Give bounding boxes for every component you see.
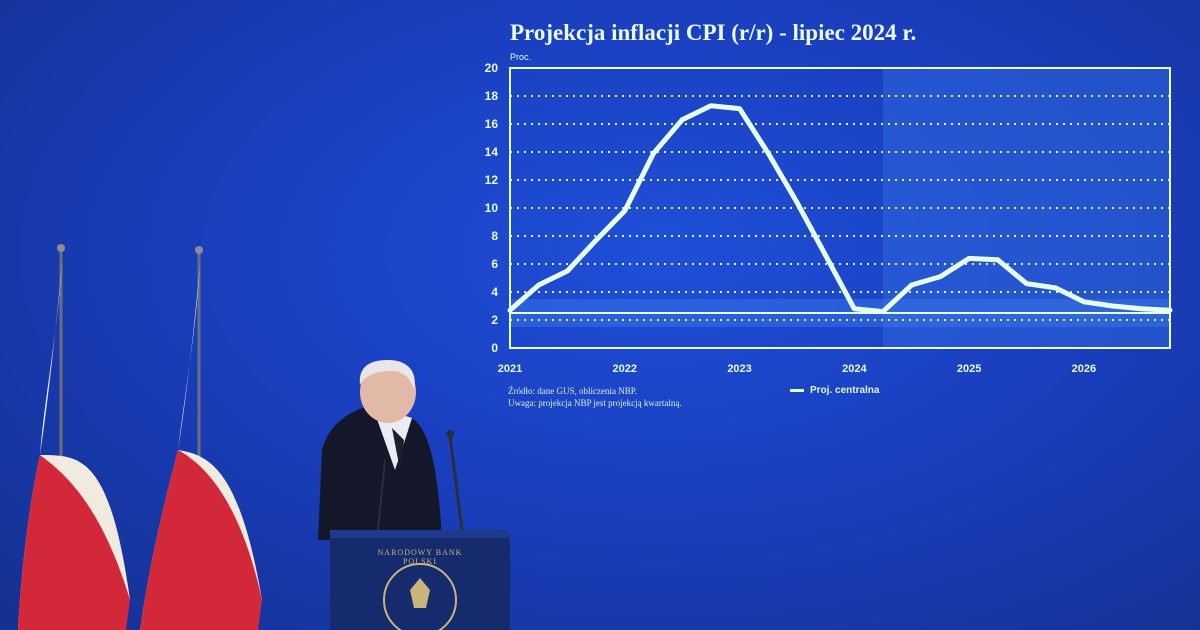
data-point [881, 310, 885, 314]
x-tick-label: 2024 [842, 363, 867, 375]
y-tick-label: 12 [485, 173, 499, 187]
data-point [852, 307, 856, 311]
y-tick-label: 18 [485, 89, 499, 103]
data-point [1025, 282, 1029, 286]
data-point [709, 104, 713, 108]
y-tick-label: 4 [491, 285, 498, 299]
chart-legend: Proj. centralna [790, 385, 879, 396]
data-point [766, 151, 770, 155]
data-point [738, 107, 742, 111]
data-point [537, 283, 541, 287]
y-tick-label: 2 [491, 313, 498, 327]
y-tick-label: 14 [485, 145, 499, 159]
data-point [824, 254, 828, 258]
y-axis-label: Proc. [510, 52, 531, 62]
x-tick-label: 2022 [613, 363, 637, 375]
y-tick-label: 0 [491, 341, 498, 355]
legend-swatch [790, 389, 804, 392]
data-point [938, 275, 942, 279]
data-point [508, 308, 512, 312]
podium-inscription: NARODOWY BANK POLSKI [377, 548, 463, 566]
data-point [1168, 308, 1172, 312]
data-point [565, 269, 569, 273]
data-point [967, 256, 971, 260]
y-tick-label: 10 [485, 201, 499, 215]
y-tick-label: 16 [485, 117, 499, 131]
data-point [1111, 304, 1115, 308]
y-tick-label: 8 [491, 229, 498, 243]
data-point [795, 200, 799, 204]
data-point [996, 258, 1000, 262]
y-tick-label: 20 [485, 61, 499, 75]
y-tick-label: 6 [491, 257, 498, 271]
series-line-central [507, 103, 1173, 315]
x-tick-label: 2021 [498, 363, 522, 375]
data-point [910, 283, 914, 287]
data-point [651, 151, 655, 155]
data-point [1082, 300, 1086, 304]
source-note: Źródło: dane GUS, obliczenia NBP. [508, 386, 637, 396]
chart-notes: Źródło: dane GUS, obliczenia NBP. Uwaga:… [508, 385, 682, 409]
x-tick-label: 2023 [727, 363, 751, 375]
data-point [594, 238, 598, 242]
x-tick-label: 2025 [957, 363, 981, 375]
data-point [680, 118, 684, 122]
x-tick-label: 2026 [1072, 363, 1096, 375]
chart-title: Projekcja inflacji CPI (r/r) - lipiec 20… [510, 20, 917, 45]
data-point [1053, 286, 1057, 290]
data-point [1139, 307, 1143, 311]
remark-note: Uwaga: projekcja NBP jest projekcją kwar… [508, 398, 682, 408]
data-point [623, 209, 627, 213]
legend-label: Proj. centralna [810, 385, 880, 396]
